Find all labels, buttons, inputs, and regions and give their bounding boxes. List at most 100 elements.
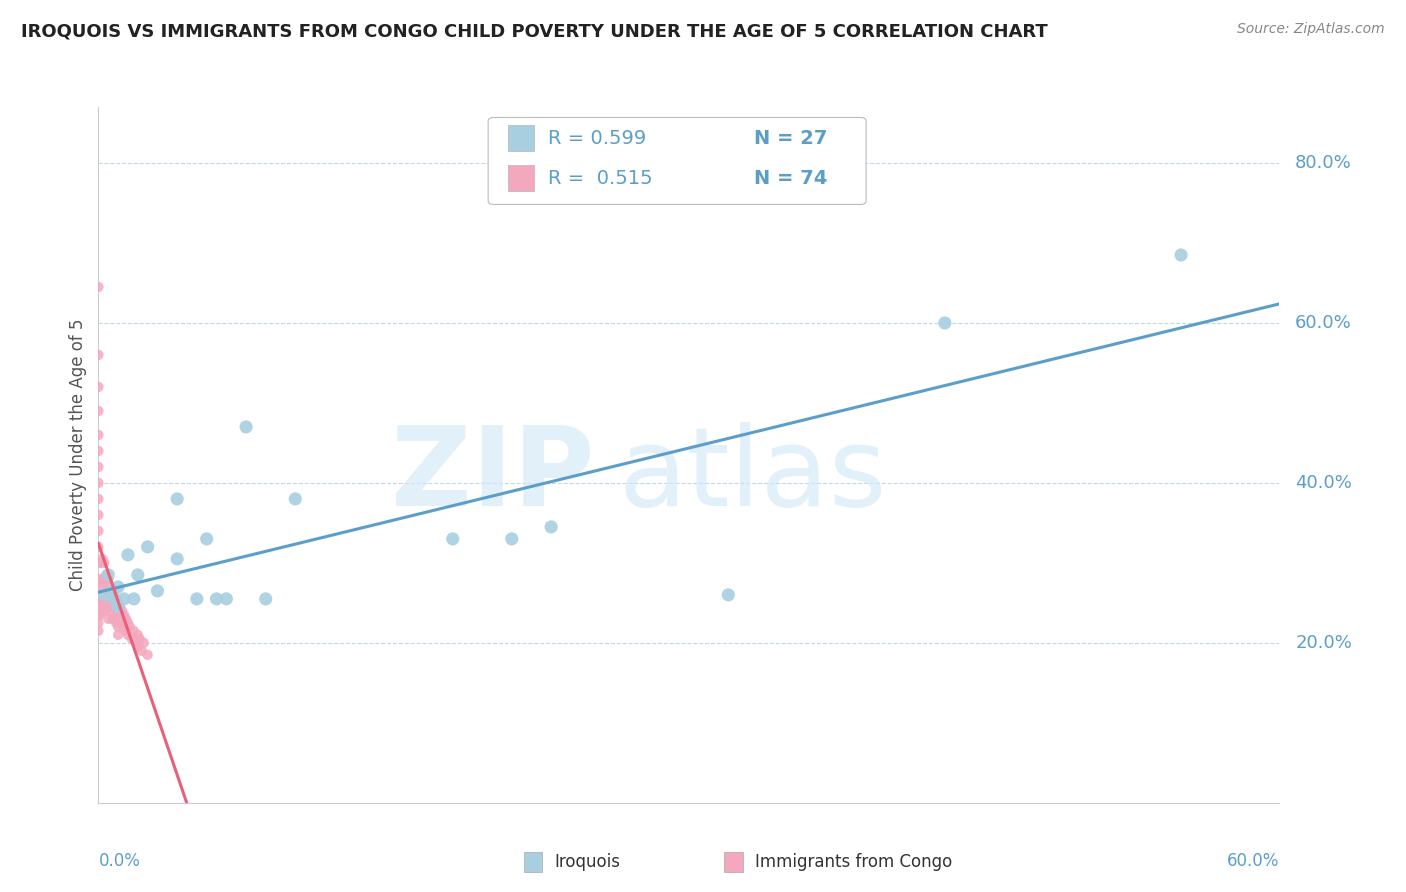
- Text: N = 74: N = 74: [754, 169, 827, 187]
- Point: [115, 624, 138, 638]
- Point: [127, 567, 149, 582]
- Point: [103, 591, 125, 606]
- Point: [105, 615, 128, 630]
- Text: R =  0.515: R = 0.515: [548, 169, 652, 187]
- FancyBboxPatch shape: [508, 125, 534, 152]
- Point: [87, 540, 110, 554]
- Point: [166, 491, 188, 506]
- Text: 40.0%: 40.0%: [1295, 474, 1353, 491]
- Point: [717, 588, 740, 602]
- Text: 60.0%: 60.0%: [1295, 314, 1353, 332]
- Point: [127, 628, 149, 642]
- Point: [91, 591, 114, 606]
- Point: [93, 575, 115, 590]
- Point: [107, 580, 129, 594]
- Point: [254, 591, 277, 606]
- Point: [87, 599, 110, 614]
- Point: [441, 532, 464, 546]
- Point: [111, 615, 134, 630]
- Point: [103, 588, 125, 602]
- Point: [103, 612, 125, 626]
- FancyBboxPatch shape: [488, 118, 866, 204]
- Point: [89, 575, 111, 590]
- Point: [107, 628, 129, 642]
- Point: [117, 548, 139, 562]
- Point: [186, 591, 208, 606]
- Point: [91, 572, 114, 586]
- Point: [117, 628, 139, 642]
- Point: [87, 607, 110, 622]
- Point: [87, 524, 110, 538]
- Point: [87, 508, 110, 522]
- Point: [235, 420, 257, 434]
- Point: [501, 532, 523, 546]
- FancyBboxPatch shape: [724, 852, 744, 872]
- Point: [284, 491, 307, 506]
- Point: [112, 607, 135, 622]
- Point: [89, 607, 111, 622]
- Point: [112, 620, 135, 634]
- Y-axis label: Child Poverty Under the Age of 5: Child Poverty Under the Age of 5: [69, 318, 87, 591]
- Point: [136, 540, 159, 554]
- Point: [136, 648, 159, 662]
- Text: ZIP: ZIP: [391, 422, 595, 529]
- Point: [122, 624, 145, 638]
- Point: [122, 591, 145, 606]
- FancyBboxPatch shape: [523, 852, 543, 872]
- Point: [115, 612, 138, 626]
- Point: [105, 604, 128, 618]
- Point: [118, 620, 141, 634]
- Point: [96, 599, 118, 614]
- Point: [97, 612, 120, 626]
- Point: [127, 640, 149, 654]
- Text: atlas: atlas: [619, 422, 887, 529]
- Point: [215, 591, 238, 606]
- Point: [87, 380, 110, 394]
- Point: [103, 599, 125, 614]
- Point: [108, 599, 131, 614]
- Point: [87, 583, 110, 598]
- Point: [540, 520, 562, 534]
- Point: [125, 636, 148, 650]
- Point: [107, 599, 129, 614]
- Point: [105, 591, 128, 606]
- Point: [101, 599, 124, 614]
- Point: [111, 604, 134, 618]
- Point: [96, 583, 118, 598]
- Point: [87, 280, 110, 294]
- Point: [101, 612, 124, 626]
- Point: [87, 428, 110, 442]
- Point: [97, 583, 120, 598]
- Point: [107, 596, 129, 610]
- Point: [87, 491, 110, 506]
- Text: Source: ZipAtlas.com: Source: ZipAtlas.com: [1237, 22, 1385, 37]
- Point: [98, 604, 121, 618]
- Point: [87, 404, 110, 418]
- Point: [112, 591, 135, 606]
- Point: [166, 552, 188, 566]
- Point: [98, 580, 121, 594]
- Point: [98, 591, 121, 606]
- Text: 60.0%: 60.0%: [1227, 853, 1279, 871]
- Point: [89, 556, 111, 570]
- Text: 20.0%: 20.0%: [1295, 634, 1353, 652]
- Point: [101, 583, 124, 598]
- FancyBboxPatch shape: [508, 165, 534, 192]
- Point: [91, 552, 114, 566]
- Point: [146, 583, 169, 598]
- Point: [93, 556, 115, 570]
- Point: [87, 591, 110, 606]
- Point: [97, 572, 120, 586]
- Point: [96, 567, 118, 582]
- Point: [195, 532, 218, 546]
- Point: [89, 588, 111, 602]
- Point: [87, 348, 110, 362]
- Point: [93, 604, 115, 618]
- Text: Immigrants from Congo: Immigrants from Congo: [755, 853, 952, 871]
- Point: [101, 583, 124, 598]
- Point: [87, 615, 110, 630]
- Text: 80.0%: 80.0%: [1295, 154, 1353, 172]
- Point: [131, 644, 153, 658]
- Point: [107, 620, 129, 634]
- Point: [128, 632, 150, 646]
